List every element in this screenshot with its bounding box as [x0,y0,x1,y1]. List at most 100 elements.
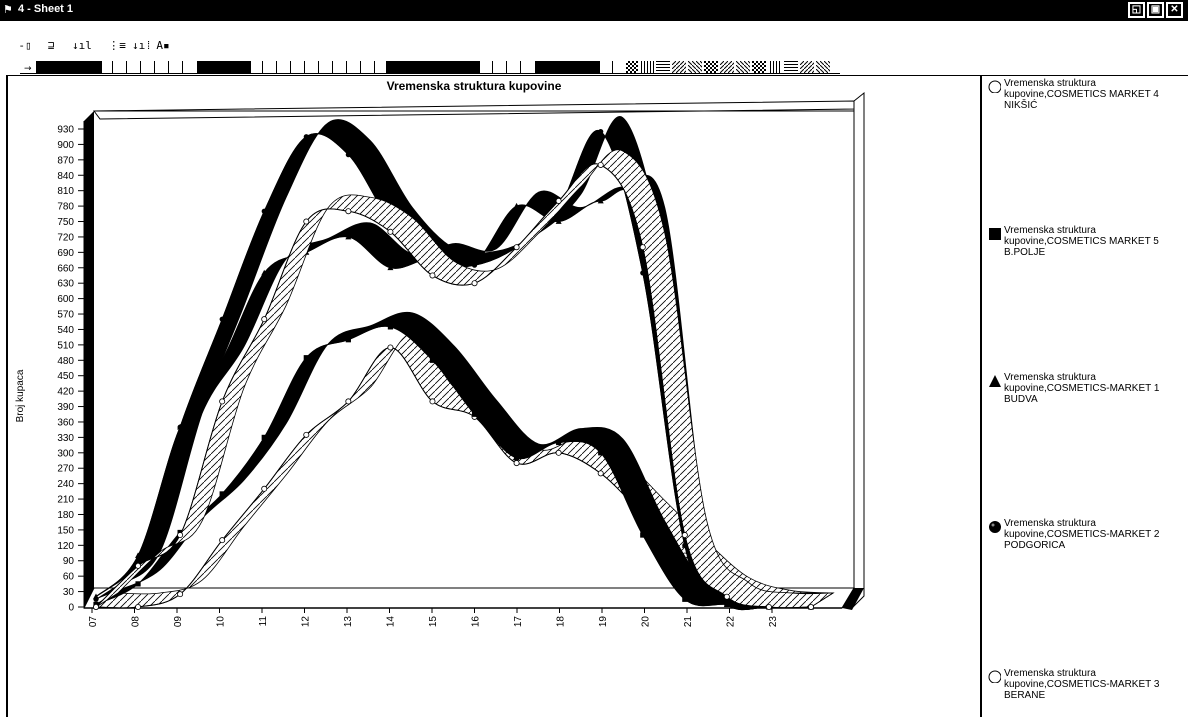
data-point [682,596,688,602]
chart-right-wall [853,91,865,608]
x-tick-label: 20 [641,616,652,628]
restore-icon[interactable]: ◱ [1128,2,1145,18]
close-icon[interactable]: ✕ [1166,2,1183,18]
data-point [387,324,394,330]
y-axis-label: Broj kupaca [15,369,26,422]
data-point [682,542,688,548]
legend-label: Vremenska struktura kupovine,COSMETICS-M… [1004,372,1160,405]
maximize-icon[interactable]: ▣ [1147,2,1164,18]
y-tick-label: 900 [57,140,74,151]
x-tick-label: 12 [301,616,312,628]
data-point [555,218,562,224]
legend-marker-icon [988,80,1001,93]
data-point [135,552,142,559]
pattern-palette[interactable]: → [20,61,840,74]
data-point [219,398,226,405]
data-point [303,218,310,225]
data-point [598,450,604,456]
y-tick-label: 480 [57,356,74,367]
y-tick-label: 540 [57,325,74,336]
data-point [219,316,225,322]
data-point [261,316,268,323]
x-tick-label: 16 [471,616,482,628]
chart-floor-edge [842,588,864,610]
tool-font-icon[interactable]: A▪ [156,39,170,52]
data-point [387,264,394,271]
data-point [219,491,225,497]
tool-axis-icon[interactable]: ⊒ [47,39,55,52]
data-point [597,161,604,168]
y-tick-label: 420 [57,387,74,398]
chart-back-wall-top [93,100,855,120]
y-tick-label: 600 [57,294,74,305]
x-tick-label: 08 [131,616,142,628]
series-5 [93,149,835,611]
data-point [765,604,772,611]
data-point [471,280,478,287]
window-titlebar: ⚑ 4 - Sheet 1 ◱ ▣ ✕ [0,0,1188,21]
data-point [387,344,394,351]
data-point [219,537,226,544]
legend-label: Vremenska struktura kupovine,COSMETICS M… [1004,225,1159,258]
legend-marker-icon [989,521,1001,533]
data-point [345,337,351,343]
data-point [513,202,520,209]
data-point [135,581,141,587]
data-point [261,434,267,440]
data-point [261,208,267,214]
data-point [261,269,268,276]
y-tick-label: 30 [63,587,75,598]
x-tick-label: 11 [258,616,269,627]
y-tick-label: 750 [57,217,74,228]
tool-bar-chart-icon[interactable]: ↓ıl [72,39,92,52]
data-point [177,591,184,598]
x-tick-label: 07 [88,616,99,628]
data-point [429,357,436,363]
data-point [135,604,142,611]
legend-marker-icon [989,228,1001,240]
legend-label: Vremenska struktura kupovine,COSMETICS M… [1004,78,1159,111]
data-point [93,596,99,602]
data-point [640,532,646,538]
legend-divider[interactable] [980,76,982,717]
y-tick-label: 180 [57,510,74,521]
data-point [345,233,352,240]
data-point [303,431,310,438]
y-tick-label: 0 [68,603,74,614]
y-axis: 0 30 60 90 120 150 180 210 240 270 300 330 360 390 420… [57,121,85,614]
y-tick-label: 90 [63,556,75,567]
x-tick-label: 13 [343,616,354,628]
tool-values-icon[interactable]: ↓ı⁞ [132,39,152,52]
x-tick-label: 18 [556,616,567,628]
data-point [808,604,815,611]
y-tick-label: 330 [57,433,74,444]
data-point [513,460,520,467]
y-tick-label: 630 [57,279,74,290]
sheet-icon: ⚑ [3,4,13,16]
y-tick-label: 210 [57,495,74,506]
data-point [681,532,688,539]
data-point [513,244,520,251]
legend-marker-icon [988,670,1001,683]
data-point [555,197,562,204]
y-tick-label: 690 [57,248,74,259]
chart-area: Vremenska struktura kupovine Broj kupaca… [15,79,865,628]
data-point [597,197,604,204]
data-point [556,439,562,446]
data-point [598,128,604,135]
series-layer [93,116,835,611]
y-tick-label: 150 [57,525,74,536]
svg-text:→: → [24,64,32,74]
data-point [639,244,646,251]
y-tick-label: 810 [57,186,74,197]
tool-series-icon[interactable]: ⋮≡ [108,39,126,52]
tool-legend-icon[interactable]: -▯ [18,39,32,52]
data-point [597,470,604,477]
y-tick-label: 270 [57,464,74,475]
y-tick-label: 840 [57,171,74,182]
data-point [723,593,730,600]
data-point [471,411,478,417]
y-tick-label: 930 [57,125,74,136]
y-tick-label: 120 [57,541,74,552]
chart-title: Vremenska struktura kupovine [387,79,562,93]
